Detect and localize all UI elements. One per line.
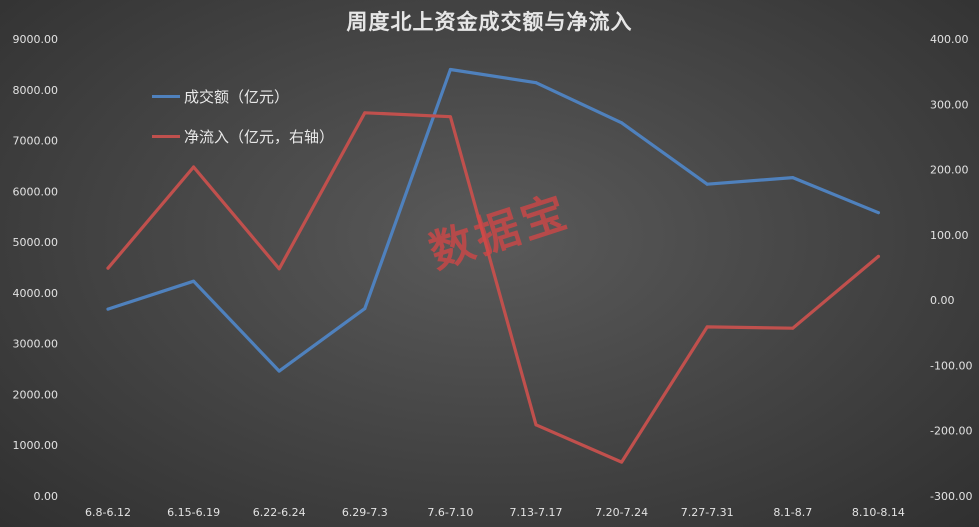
chart-title: 周度北上资金成交额与净流入 [346, 9, 633, 34]
legend-item-net-inflow: 净流入（亿元，右轴） [152, 126, 334, 147]
left-tick-label: 4000.00 [13, 287, 59, 300]
data-point-net-inflow [876, 254, 880, 258]
data-point-net-inflow [448, 115, 452, 119]
data-point-net-inflow [791, 326, 795, 330]
data-point-volume [106, 307, 110, 311]
x-tick-label: 8.1-8.7 [773, 506, 812, 519]
left-tick-label: 0.00 [34, 490, 59, 503]
data-point-net-inflow [277, 267, 281, 271]
right-tick-label: 0.00 [930, 294, 955, 307]
data-point-net-inflow [192, 165, 196, 169]
data-point-volume [277, 369, 281, 373]
right-tick-label: 400.00 [930, 33, 969, 46]
legend-label-volume: 成交额（亿元） [184, 88, 290, 106]
data-point-volume [705, 182, 709, 186]
left-axis: 0.00 1000.00 2000.00 3000.00 4000.00 5000.00 6… [13, 33, 59, 503]
left-tick-label: 3000.00 [13, 338, 59, 351]
data-point-volume [448, 67, 452, 71]
right-axis: -300.00 -200.00 -100.00 0.00 100.00 200.00 300… [930, 33, 972, 503]
legend-swatch-net-inflow [152, 135, 180, 138]
left-tick-label: 5000.00 [13, 236, 59, 249]
left-tick-label: 7000.00 [13, 135, 59, 148]
series-line-volume [106, 67, 881, 373]
x-tick-label: 7.13-7.17 [510, 506, 563, 519]
x-tick-label: 7.6-7.10 [427, 506, 473, 519]
right-tick-label: -100.00 [930, 359, 972, 372]
x-tick-label: 8.10-8.14 [852, 506, 905, 519]
legend-swatch-volume [152, 95, 180, 98]
series-group [106, 67, 881, 464]
x-tick-label: 7.20-7.24 [595, 506, 648, 519]
data-point-net-inflow [363, 111, 367, 115]
data-point-volume [876, 211, 880, 215]
data-point-net-inflow [705, 325, 709, 329]
x-tick-label: 6.22-6.24 [253, 506, 306, 519]
data-point-net-inflow [534, 423, 538, 427]
x-tick-label: 6.29-7.3 [342, 506, 388, 519]
right-tick-label: -300.00 [930, 490, 972, 503]
left-tick-label: 2000.00 [13, 388, 59, 401]
data-point-net-inflow [106, 266, 110, 270]
series-line-net-inflow [106, 111, 881, 464]
data-point-volume [534, 81, 538, 85]
data-point-volume [192, 279, 196, 283]
data-point-volume [791, 176, 795, 180]
data-point-volume [363, 307, 367, 311]
x-tick-label: 6.15-6.19 [167, 506, 220, 519]
left-tick-label: 9000.00 [13, 33, 59, 46]
right-tick-label: 100.00 [930, 229, 969, 242]
x-tick-label: 7.27-7.31 [681, 506, 734, 519]
left-tick-label: 6000.00 [13, 185, 59, 198]
right-tick-label: 300.00 [930, 98, 969, 111]
data-point-volume [620, 121, 624, 125]
right-tick-label: 200.00 [930, 164, 969, 177]
right-tick-label: -200.00 [930, 425, 972, 438]
legend-item-volume: 成交额（亿元） [152, 86, 289, 107]
left-tick-label: 1000.00 [13, 439, 59, 452]
x-tick-label: 6.8-6.12 [85, 506, 131, 519]
data-point-net-inflow [620, 460, 624, 464]
legend-label-net-inflow: 净流入（亿元，右轴） [184, 128, 335, 146]
x-axis: 6.8-6.12 6.15-6.19 6.22-6.24 6.29-7.3 7.6-7.… [85, 506, 905, 519]
left-tick-label: 8000.00 [13, 84, 59, 97]
